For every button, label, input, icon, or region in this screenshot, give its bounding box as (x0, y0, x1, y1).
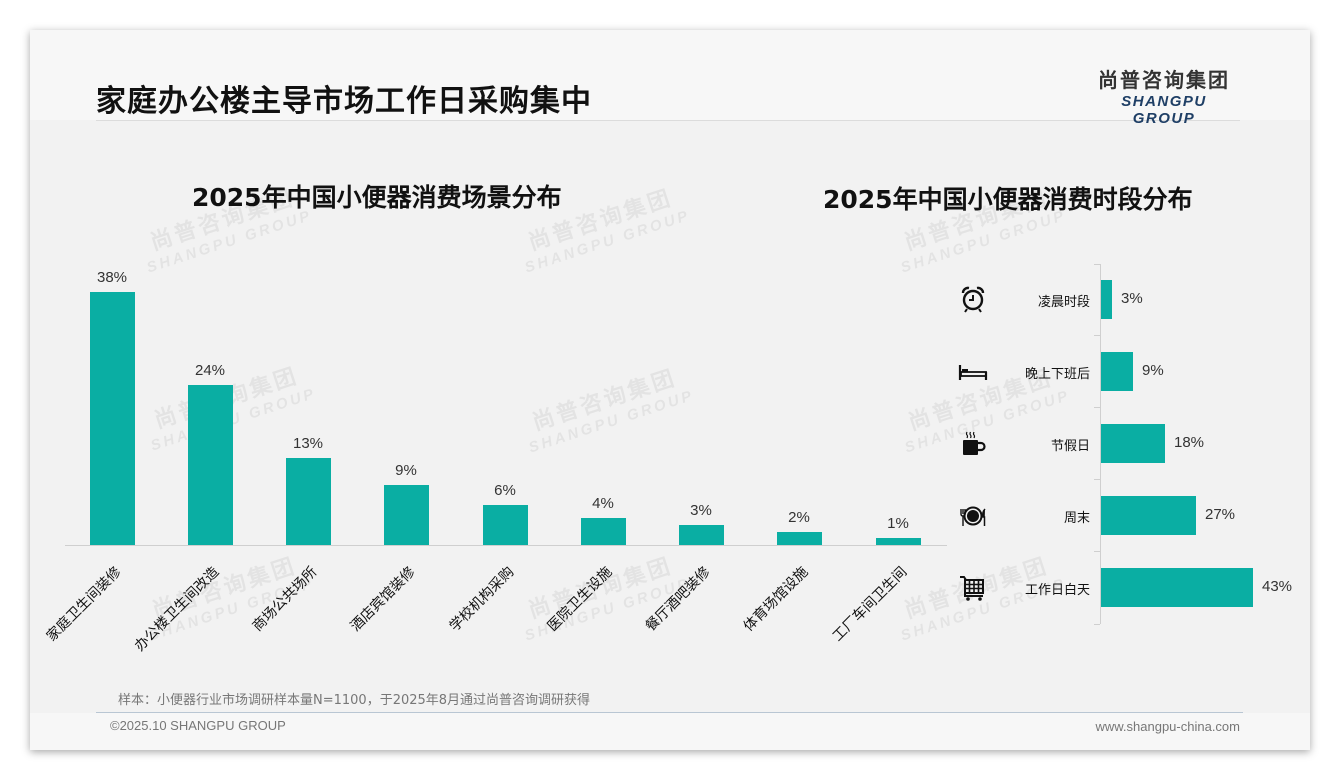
bar (580, 518, 626, 545)
bar (285, 458, 331, 545)
bar (776, 532, 822, 545)
header-band (30, 30, 1310, 120)
time-chart-title: 2025年中国小便器消费时段分布 (823, 185, 1193, 214)
coffee-mug-icon (958, 428, 988, 458)
shopping-cart-icon (958, 572, 988, 602)
bar-value-label: 38% (96, 269, 128, 286)
y-category-label: 凌晨时段 (1037, 295, 1090, 310)
y-category-label: 晚上下班后 (1024, 367, 1090, 382)
bar (1101, 495, 1196, 535)
axis-tick (1094, 407, 1100, 408)
bar-value-label: 1% (887, 515, 909, 532)
logo-english: SHANGPU GROUP (1121, 93, 1207, 127)
y-axis-line (1100, 264, 1101, 624)
slide-card: 家庭办公楼主导市场工作日采购集中 尚普咨询集团 SHANGPU GROUP 尚普… (30, 30, 1310, 750)
footer-band (30, 713, 1310, 750)
time-distribution-chart: 3% 凌晨时段 9% 晚上下班后 18% 节假日 27% 周末 43% 工作日白天 (30, 30, 1310, 750)
bar-value-label: 3% (690, 502, 712, 519)
bar (383, 485, 429, 545)
bar-value-label: 9% (395, 462, 417, 479)
bar (1101, 567, 1253, 607)
bar-value-label: 3% (1121, 290, 1143, 307)
bar (1101, 423, 1165, 463)
footer-divider (96, 712, 1243, 713)
axis-tick (1094, 624, 1100, 625)
bar (89, 292, 135, 545)
bar-value-label: 27% (1205, 506, 1236, 523)
bar (187, 385, 233, 545)
bar-value-label: 43% (1262, 578, 1293, 595)
x-axis-line (65, 545, 947, 546)
bar (875, 538, 921, 545)
bar (678, 525, 724, 545)
scene-distribution-chart: 38% 家庭卫生间装修 24% 办公楼卫生间改造 13% 商场公共场所 9% 酒店宾馆装修 6%… (30, 30, 1310, 750)
y-category-label: 节假日 (1050, 439, 1090, 454)
scene-chart-title: 2025年中国小便器消费场景分布 (192, 183, 562, 212)
axis-tick (1094, 479, 1100, 480)
alarm-clock-icon (958, 284, 988, 314)
logo-chinese: 尚普咨询集团 (1098, 68, 1230, 92)
title-divider (96, 120, 1240, 121)
bar-value-label: 6% (494, 482, 516, 499)
website-link[interactable]: www.shangpu-china.com (1095, 719, 1240, 734)
axis-tick (1094, 551, 1100, 552)
bar-value-label: 2% (788, 509, 810, 526)
bar-value-label: 18% (1174, 434, 1205, 451)
bar (1101, 351, 1133, 391)
bed-icon (958, 356, 988, 386)
page-title: 家庭办公楼主导市场工作日采购集中 (96, 84, 592, 119)
axis-tick (1094, 335, 1100, 336)
y-category-label: 周末 (1063, 511, 1090, 526)
sample-note: 样本：小便器行业市场调研样本量N=1100，于2025年8月通过尚普咨询调研获得 (118, 693, 591, 708)
plate-cutlery-icon (958, 500, 988, 530)
company-logo: 尚普咨询集团 SHANGPU GROUP (1088, 64, 1240, 127)
bar-value-label: 9% (1142, 362, 1164, 379)
bar-value-label: 4% (592, 495, 614, 512)
copyright: ©2025.10 SHANGPU GROUP (110, 718, 286, 733)
bar (482, 505, 528, 545)
y-category-label: 工作日白天 (1024, 583, 1090, 598)
axis-tick (1094, 264, 1100, 265)
bar-value-label: 24% (194, 362, 226, 379)
bar (1101, 279, 1112, 319)
bar-value-label: 13% (292, 435, 324, 452)
